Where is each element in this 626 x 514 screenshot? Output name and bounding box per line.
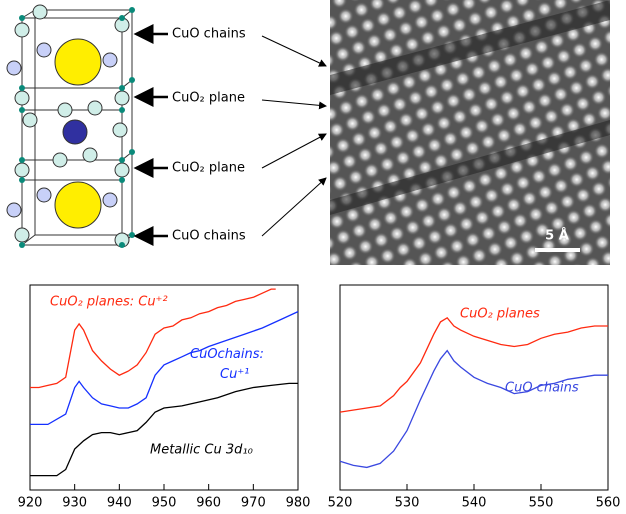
structure-label: CuO₂ plane: [172, 161, 245, 176]
x-tick-label: 520: [328, 496, 353, 511]
annotations: [136, 34, 326, 236]
series-label: Metallic Cu 3d₁₀: [150, 443, 254, 458]
structure-label: CuO chains: [172, 229, 246, 244]
x-tick-label: 950: [152, 496, 177, 511]
figure: 5 Å CuO chains CuO₂ plane CuO₂ plane CuO…: [0, 0, 626, 514]
x-tick-label: 920: [18, 496, 43, 511]
x-tick-label: 530: [395, 496, 420, 511]
x-tick-label: 980: [286, 496, 311, 511]
structure-label: CuO₂ plane: [172, 91, 245, 106]
stm-image: 5 Å: [330, 0, 610, 265]
series-label: CuOchains: Cu⁺¹: [190, 347, 268, 382]
series-label: CuO₂ planes: [460, 307, 540, 322]
x-tick-label: 940: [107, 496, 132, 511]
x-tick-label: 960: [196, 496, 221, 511]
structure-label: CuO chains: [172, 27, 246, 42]
spectrum-line: [340, 351, 608, 468]
x-tick-label: 540: [462, 496, 487, 511]
spectrum-line: [340, 318, 608, 412]
crystal-structure: [7, 5, 135, 248]
x-tick-label: 930: [62, 496, 87, 511]
x-tick-label: 970: [241, 496, 266, 511]
scale-bar-label: 5 Å: [545, 228, 569, 244]
x-tick-label: 550: [529, 496, 554, 511]
series-label: CuO chains: [505, 381, 579, 396]
spectrum-line: [30, 383, 298, 475]
x-tick-label: 560: [596, 496, 621, 511]
series-label: CuO₂ planes: Cu⁺²: [50, 295, 168, 310]
